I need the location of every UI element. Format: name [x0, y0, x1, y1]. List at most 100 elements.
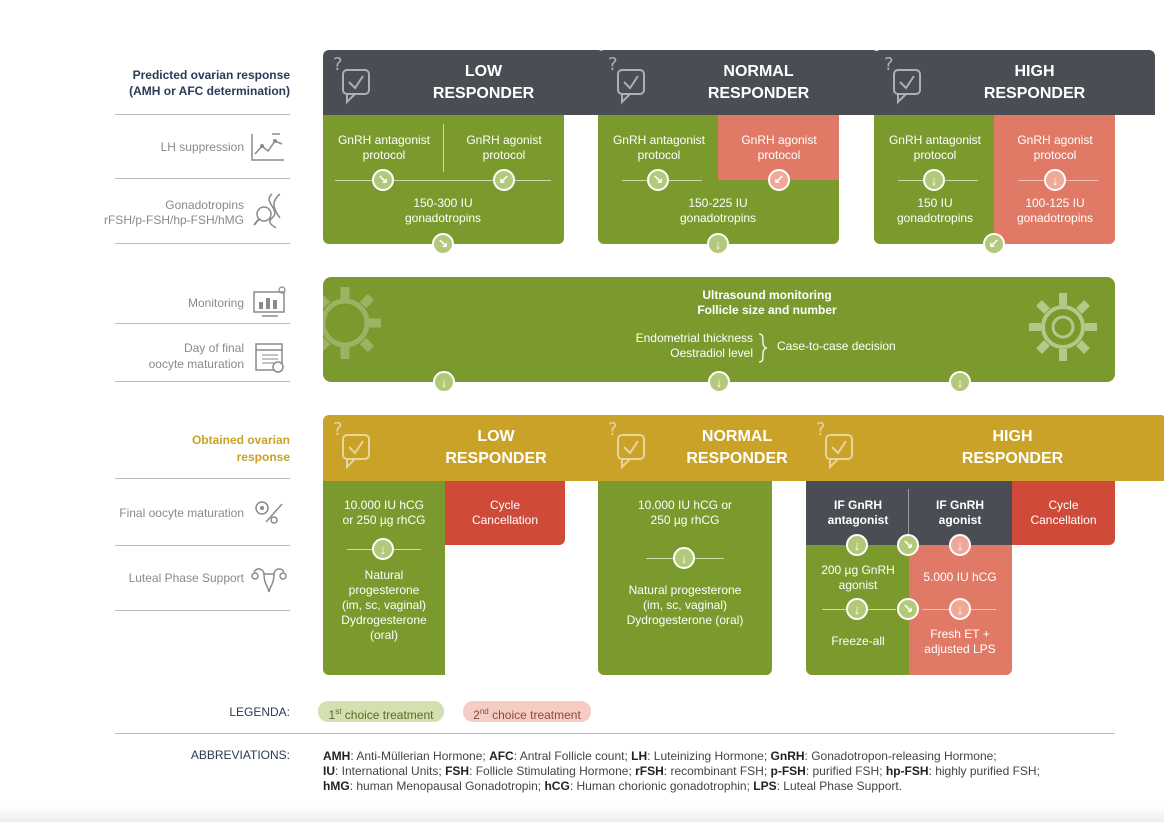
label-gonad-2: rFSH/p-FSH/hp-FSH/hMG [103, 213, 244, 227]
text-line: (im, sc, vaginal) [642, 598, 728, 612]
divider [908, 489, 909, 539]
top-high-agonist: GnRH agonist protocol [998, 133, 1112, 163]
header-line-1: LOW [464, 62, 503, 80]
text-line: Cancellation [1030, 513, 1097, 527]
legend-second-num: 2 [473, 708, 480, 722]
row-divider [115, 178, 290, 179]
abbr-term: AFC [489, 749, 514, 763]
text-line: protocol [482, 148, 526, 162]
row-divider [115, 545, 290, 546]
left-labels: Predicted ovarian response (AMH or AFC d… [0, 0, 290, 822]
top-normal-agonist: GnRH agonist protocol [722, 133, 836, 163]
legend-first-num: 1 [328, 708, 336, 722]
legend-second-choice: 2nd choice treatment [463, 701, 591, 722]
text-line: protocol [362, 148, 406, 162]
legend-divider [115, 733, 1115, 734]
arrow-down-icon: ↓ [949, 534, 971, 556]
text-line: gonadotropins [1016, 211, 1094, 225]
monitoring-endometrial: Endometrial thickness Oestradiol level [583, 331, 753, 361]
text-line: agonist [938, 513, 982, 527]
bottom-low-luteal: Natural progesterone (im, sc, vaginal) D… [325, 568, 443, 643]
abbr-def: : Antral Follicle count; [513, 749, 632, 763]
bottom-shadow [0, 806, 1164, 822]
text-line: 200 µg GnRH [821, 563, 895, 577]
bottom-high-hcg: 5.000 IU hCG [923, 570, 997, 584]
label-obtained-2: response [236, 450, 290, 464]
arrow-down-icon: ↓ [707, 233, 729, 255]
text-line: Cycle [489, 498, 520, 512]
text-line: Dydrogesterone [341, 613, 427, 627]
bottom-normal-luteal: Natural progesterone (im, sc, vaginal) D… [600, 583, 770, 628]
text-line: GnRH agonist [741, 133, 817, 147]
text-line: GnRH antagonist [612, 133, 706, 147]
gear-icon [1029, 293, 1097, 361]
text-line: protocol [1033, 148, 1077, 162]
label-day-2: oocyte maturation [148, 357, 244, 371]
bottom-high-if-antagonist: IF GnRH antagonist [808, 498, 908, 528]
arrow-down-right-icon: ↘ [897, 534, 919, 556]
header-line-1: LOW [477, 428, 515, 445]
svg-text:?: ? [816, 419, 826, 440]
svg-text:?: ? [333, 54, 343, 75]
abbr-def: : International Units; [335, 764, 446, 778]
arrow-down-icon: ↓ [372, 538, 394, 560]
legend-first-rest: choice treatment [341, 708, 434, 722]
header-line-2: RESPONDER [432, 84, 535, 102]
question-check-icon: ? [608, 54, 645, 105]
bottom-high-cancel-bg [1012, 481, 1115, 545]
svg-text:?: ? [884, 54, 894, 75]
bottom-low-body-corner [383, 655, 445, 675]
label-obtained-1: Obtained ovarian [191, 433, 290, 447]
bottom-high-fresh: Fresh ET + adjusted LPS [910, 627, 1010, 657]
text-line: Natural [364, 568, 404, 582]
header-line-2: RESPONDER [983, 84, 1086, 102]
text-line: adjusted LPS [924, 642, 996, 656]
header-line-2: RESPONDER [707, 84, 810, 102]
text-line: Follicle size and number [697, 303, 837, 317]
abbr-line-1: AMH: Anti-Müllerian Hormone; AFC: Antral… [323, 749, 1113, 764]
header-line-2: RESPONDER [961, 450, 1064, 467]
top-high-dose-agonist: 100-125 IU gonadotropins [998, 196, 1112, 226]
arrow-down-icon: ↓ [846, 534, 868, 556]
monitoring-decision: Case-to-case decision [777, 339, 896, 353]
legend-label: LEGENDA: [229, 705, 290, 719]
text-line: 150-225 IU [688, 196, 748, 210]
abbr-line-3: hMG: human Menopausal Gonadotropin; hCG:… [323, 779, 1113, 794]
header-line-1: HIGH [992, 428, 1033, 445]
text-line: IF GnRH [936, 498, 984, 512]
text-line: Cycle [1048, 498, 1079, 512]
header-line-1: NORMAL [701, 428, 773, 445]
abbr-def: : Luteinizing Hormone; [647, 749, 771, 763]
abbr-def: : Luteal Phase Support. [776, 779, 903, 793]
arrow-down-right-icon: ↘ [432, 233, 454, 255]
bottom-low-header: LOW RESPONDER [323, 415, 617, 481]
divider [335, 180, 551, 181]
arrow-down-icon: ↓ [846, 598, 868, 620]
brace-icon [758, 333, 768, 363]
row-divider [115, 243, 290, 244]
svg-text:?: ? [333, 419, 343, 440]
text-line: gonadotropins [896, 211, 974, 225]
bottom-low-hcg: 10.000 IU hCG or 250 µg rhCG [325, 498, 443, 528]
abbr-def: : Gonadotropon-releasing Hormone; [804, 749, 997, 763]
top-normal-header: NORMAL RESPONDER [598, 50, 879, 115]
oocyte-icon [255, 501, 283, 524]
label-day-1: Day of final [183, 341, 244, 355]
bottom-normal-hcg: 10.000 IU hCG or 250 µg rhCG [600, 498, 770, 528]
bottom-normal-body [598, 481, 772, 675]
text-line: gonadotropins [404, 211, 482, 225]
svg-text:?: ? [608, 419, 618, 440]
bottom-high-freeze: Freeze-all [831, 634, 885, 648]
text-line: protocol [637, 148, 681, 162]
abbr-term: rFSH [635, 764, 664, 778]
abbr-def: : Human chorionic gonadotrophin; [569, 779, 754, 793]
abbr-term: LPS [753, 779, 777, 793]
legend-second-rest: choice treatment [488, 708, 581, 722]
uterus-icon [251, 568, 287, 593]
text-line: Dydrogesterone (oral) [626, 613, 744, 627]
bottom-low-body [323, 481, 445, 675]
label-gonad-1: Gonadotropins [165, 198, 244, 212]
bottom-low-cancel: Cycle Cancellation [447, 498, 563, 528]
text-line: 10.000 IU hCG [343, 498, 425, 512]
row-divider [115, 610, 290, 611]
